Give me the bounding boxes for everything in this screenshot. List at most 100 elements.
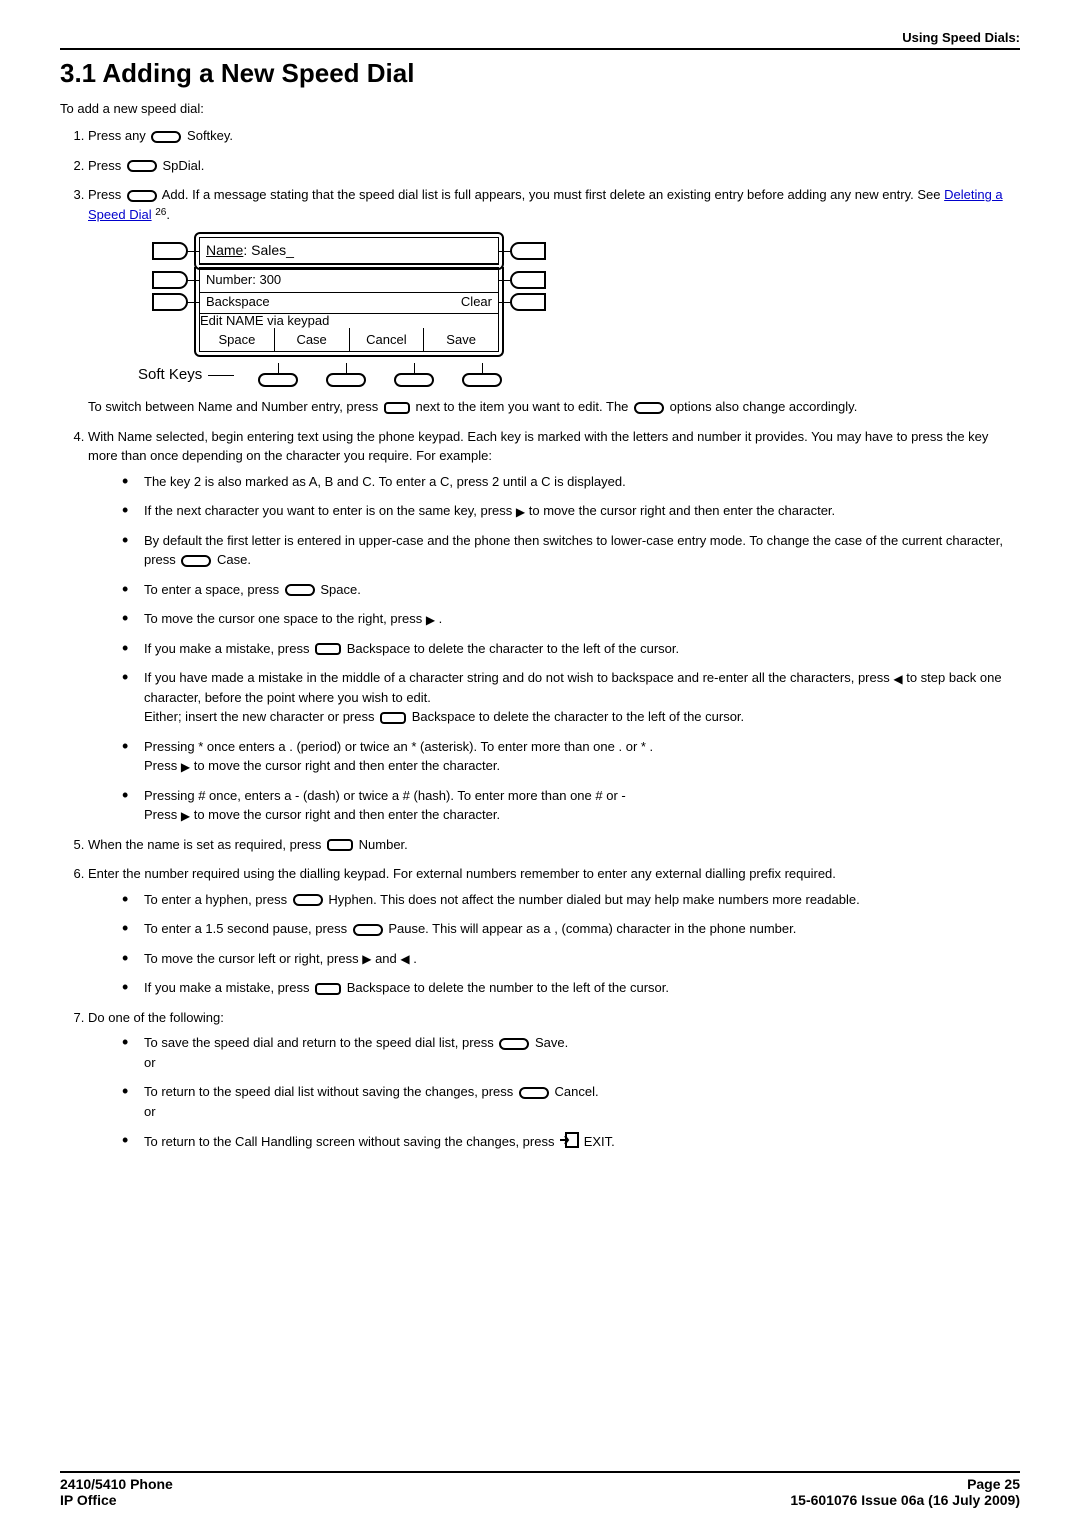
text: To switch between Name and Number entry,…	[88, 399, 382, 414]
softkey-icon	[293, 894, 323, 906]
text: Press	[144, 758, 181, 773]
name-value: : Sales_	[243, 242, 294, 258]
step-6-lead: Enter the number required using the dial…	[88, 866, 836, 881]
footer-right: Page 25 15-601076 Issue 06a (16 July 200…	[790, 1476, 1020, 1508]
softkey-icon	[181, 555, 211, 567]
step-5: When the name is set as required, press …	[88, 835, 1020, 855]
text: Pause. This will appear as a , (comma) c…	[388, 921, 796, 936]
text: next to the item you want to edit. The	[415, 399, 632, 414]
softkey-icon	[519, 1087, 549, 1099]
step-4-b9: Pressing # once, enters a - (dash) or tw…	[128, 786, 1020, 825]
step-2-suffix: SpDial.	[162, 158, 204, 173]
text: Save.	[535, 1035, 568, 1050]
display-key-icon	[315, 983, 341, 995]
intro-text: To add a new speed dial:	[60, 101, 1020, 116]
screen-outer: Name: Sales_	[194, 232, 504, 270]
softkey-icon	[258, 373, 298, 387]
key-cancel: Cancel	[350, 328, 425, 352]
text: Pressing # once, enters a - (dash) or tw…	[144, 788, 626, 803]
footer-platform: IP Office	[60, 1492, 173, 1508]
text: to move the cursor right and then enter …	[194, 807, 500, 822]
arrow-right-icon	[362, 951, 371, 966]
right-lamp-icon	[510, 242, 546, 260]
key-save: Save	[424, 328, 498, 352]
step-2-prefix: Press	[88, 158, 125, 173]
text: to move the cursor right and then enter …	[529, 503, 835, 518]
text: Hyphen. This does not affect the number …	[328, 892, 859, 907]
text: When the name is set as required, press	[88, 837, 325, 852]
step-4-b5: To move the cursor one space to the righ…	[128, 609, 1020, 629]
display-key-icon	[327, 839, 353, 851]
step-4-lead: With Name selected, begin entering text …	[88, 429, 988, 464]
clear-label: Clear	[461, 292, 492, 312]
left-lamp-icon	[152, 271, 188, 289]
step-4: With Name selected, begin entering text …	[88, 427, 1020, 825]
step-6-b1: To enter a hyphen, press Hyphen. This do…	[128, 890, 1020, 910]
text: To move the cursor one space to the righ…	[144, 611, 426, 626]
key-case: Case	[275, 328, 350, 352]
softkey-icon	[353, 924, 383, 936]
text: Backspace to delete the number to the le…	[347, 980, 669, 995]
softkey-icon	[634, 402, 664, 414]
softkeys-label: Soft Keys	[138, 364, 202, 387]
text: Pressing * once enters a . (period) or t…	[144, 739, 653, 754]
text: To enter a 1.5 second pause, press	[144, 921, 351, 936]
softkey-icon	[151, 131, 181, 143]
footer-page: Page 25	[790, 1476, 1020, 1492]
text: Number.	[359, 837, 408, 852]
step-4-b4: To enter a space, press Space.	[128, 580, 1020, 600]
exit-icon	[558, 1131, 580, 1155]
softkey-icon	[462, 373, 502, 387]
phone-diagram: Name: Sales_ Number: 300	[138, 232, 1020, 387]
text: Backspace to delete the character to the…	[412, 709, 744, 724]
step-3-post: To switch between Name and Number entry,…	[88, 397, 1020, 417]
text: Either; insert the new character or pres…	[144, 709, 378, 724]
step-3-mid: Add. If a message stating that the speed…	[162, 187, 944, 202]
step-4-b1: The key 2 is also marked as A, B and C. …	[128, 472, 1020, 492]
step-7-b2: To return to the speed dial list without…	[128, 1082, 1020, 1121]
softkey-icon	[127, 160, 157, 172]
step-6: Enter the number required using the dial…	[88, 864, 1020, 998]
text: Space.	[320, 582, 360, 597]
step-4-b3: By default the first letter is entered i…	[128, 531, 1020, 570]
page-title: 3.1 Adding a New Speed Dial	[60, 58, 1020, 89]
softkey-icon	[285, 584, 315, 596]
step-3: Press Add. If a message stating that the…	[88, 185, 1020, 417]
text: To return to the Call Handling screen wi…	[144, 1135, 558, 1150]
softkey-icon	[326, 373, 366, 387]
text: Cancel.	[555, 1084, 599, 1099]
text: Press	[144, 807, 181, 822]
steps-list: Press any Softkey. Press SpDial. Press A…	[60, 126, 1020, 1155]
or-text: or	[144, 1104, 156, 1119]
display-key-icon	[380, 712, 406, 724]
section-header: Using Speed Dials:	[60, 30, 1020, 50]
text: to move the cursor right and then enter …	[194, 758, 500, 773]
step-4-b6: If you make a mistake, press Backspace t…	[128, 639, 1020, 659]
text: options also change accordingly.	[670, 399, 858, 414]
step-6-b4: If you make a mistake, press Backspace t…	[128, 978, 1020, 998]
page-ref: 26	[155, 207, 166, 218]
text: By default the first letter is entered i…	[144, 533, 1003, 568]
step-6-b2: To enter a 1.5 second pause, press Pause…	[128, 919, 1020, 939]
softkey-icon	[499, 1038, 529, 1050]
right-lamp-icon	[510, 271, 546, 289]
footer-issue: 15-601076 Issue 06a (16 July 2009)	[790, 1492, 1020, 1508]
step-4-b8: Pressing * once enters a . (period) or t…	[128, 737, 1020, 776]
arrow-right-icon	[516, 503, 525, 518]
step-1-suffix: Softkey.	[187, 128, 233, 143]
footer-product: 2410/5410 Phone	[60, 1476, 173, 1492]
text: If you have made a mistake in the middle…	[144, 670, 893, 685]
text: If you make a mistake, press	[144, 980, 313, 995]
softkey-icon	[394, 373, 434, 387]
text: Case.	[217, 552, 251, 567]
step-7: Do one of the following: To save the spe…	[88, 1008, 1020, 1155]
step-2: Press SpDial.	[88, 156, 1020, 176]
display-key-icon	[384, 402, 410, 414]
softkeys-row: Soft Keys	[138, 363, 560, 387]
or-text: or	[144, 1055, 156, 1070]
name-label: Name	[206, 242, 243, 258]
right-lamp-icon	[510, 293, 546, 311]
text: EXIT.	[584, 1135, 615, 1150]
left-lamp-icon	[152, 293, 188, 311]
text: .	[413, 951, 417, 966]
